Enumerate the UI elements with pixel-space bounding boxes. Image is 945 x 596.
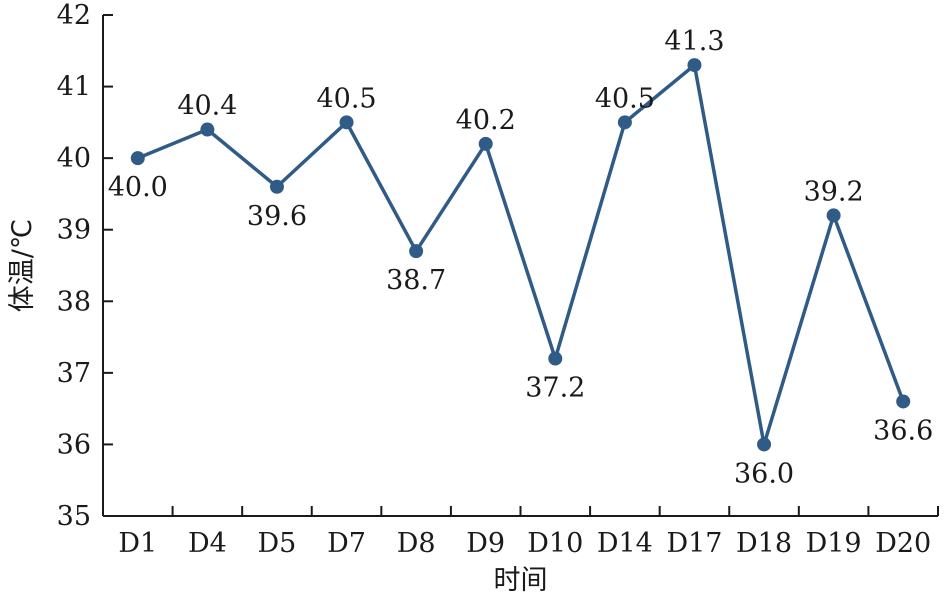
data-point [130,151,145,166]
x-tick-label: D9 [466,528,505,559]
data-label: 41.3 [664,26,724,57]
x-tick-label: D19 [806,528,862,559]
x-tick-label: D4 [188,528,227,559]
x-axis-title: 时间 [494,565,548,596]
data-label: 37.2 [525,373,585,404]
x-tick-label: D20 [875,528,931,559]
data-labels-layer: 40.0 40.4 39.6 40.5 38.7 40.2 37.2 40.5 41.3 36.0… [108,26,934,489]
data-label: 40.2 [456,105,516,136]
y-tick-label: 40 [57,143,91,174]
y-tick-label: 39 [57,215,91,246]
data-point [617,115,632,130]
y-tick-label: 38 [57,286,91,317]
x-axis-ticks: D1 D4 D5 D7 D8 D9 D10 D14 D17 D18 D19 D20 [118,506,931,559]
data-point [826,208,841,223]
data-point [687,58,702,73]
data-label: 39.2 [804,176,864,207]
data-point [269,179,284,194]
data-point [409,244,424,259]
y-tick-label: 35 [57,501,91,532]
data-point [339,115,354,130]
x-tick-label: D18 [736,528,792,559]
y-tick-label: 36 [57,429,91,460]
data-label: 36.6 [873,415,933,446]
data-label: 36.0 [734,458,794,489]
data-point [548,351,563,366]
data-label: 40.5 [316,83,376,114]
x-tick-label: D7 [327,528,366,559]
y-tick-label: 41 [57,72,91,103]
series-layer [130,58,911,452]
x-tick-label: D8 [397,528,436,559]
data-label: 40.0 [108,172,168,203]
y-axis-ticks: 35 36 37 38 39 40 41 42 [57,0,113,532]
data-label: 38.7 [386,265,446,296]
y-tick-label: 42 [57,0,91,31]
series-line [137,63,905,447]
x-tick-label: D1 [118,528,157,559]
data-label: 39.6 [247,201,307,232]
data-label: 40.5 [595,83,655,114]
x-tick-label: D10 [527,528,583,559]
y-tick-label: 37 [57,358,91,389]
y-axis-title: 体温/℃ [7,219,38,312]
data-label: 40.4 [177,91,237,122]
data-point [896,394,911,409]
x-tick-label: D14 [597,528,653,559]
x-tick-label: D5 [258,528,297,559]
x-tick-label: D17 [666,528,722,559]
data-point [200,122,215,137]
data-point [757,437,772,452]
data-point [478,136,493,151]
